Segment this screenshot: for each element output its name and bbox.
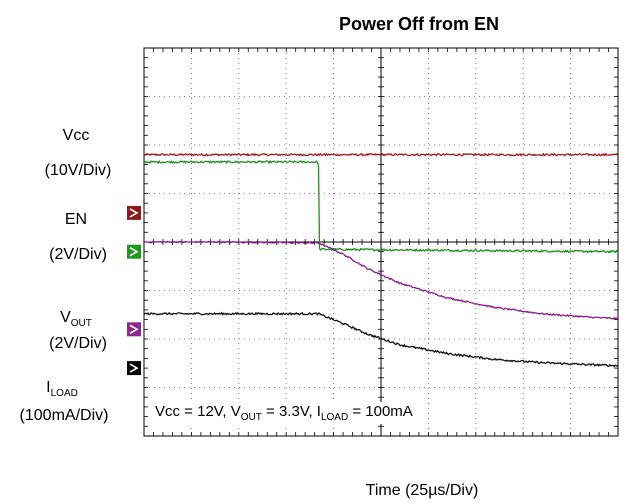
channel-scale-label: (100mA/Div) [20,407,109,424]
channel-marker-vcc [127,205,141,220]
test-conditions-annotation: Vcc = 12V, VOUT = 3.3V, ILOAD = 100mA [155,403,413,423]
x-axis-label: Time (25µs/Div) [366,482,479,499]
channel-marker-vout [127,322,141,337]
channel-scale-label: (10V/Div) [45,162,112,179]
trace-iload [143,311,619,368]
trace-en [143,159,619,254]
channel-name-label: EN [65,211,87,228]
annotation-background [152,402,416,424]
channel-scale-label: (2V/Div) [49,246,107,263]
grid [143,47,619,437]
trace-vcc [143,152,619,157]
trace-vout [143,240,619,320]
chart-title: Power Off from EN [339,14,499,34]
trace-group [143,152,619,368]
channel-name-label: VOUT [60,309,92,329]
channel-marker-group [127,205,141,376]
channel-marker-en [127,244,141,259]
channel-name-label: ILOAD [46,379,78,399]
channel-marker-iload [127,361,141,376]
channel-label-group: Vcc (10V/Div) EN (2V/Div) VOUT (2V/Div) ILOAD (… [20,127,112,424]
channel-name-label: Vcc [63,127,90,144]
channel-scale-label: (2V/Div) [49,335,107,352]
